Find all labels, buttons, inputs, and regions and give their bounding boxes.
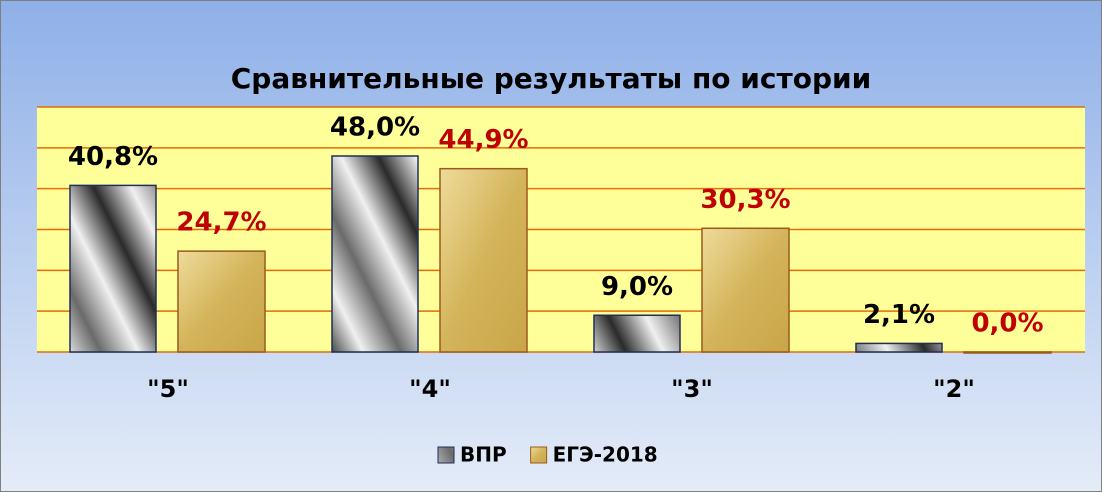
bar [963,351,1052,354]
legend-label: ВПР [460,443,507,467]
bar [439,167,528,353]
legend-label: ЕГЭ-2018 [553,443,658,467]
bar [331,155,419,353]
bar [69,184,157,353]
bar [177,250,266,353]
data-label: 30,3% [700,185,790,215]
chart-title: Сравнительные результаты по истории [231,62,872,95]
x-tick-label: "5" [147,375,189,403]
data-label: 48,0% [330,113,420,143]
legend-swatch [437,446,455,464]
bar [701,227,790,353]
legend-swatch [530,446,548,464]
data-label: 44,9% [438,125,528,155]
bar [593,314,681,353]
data-label: 40,8% [68,142,158,172]
x-tick-label: "4" [409,375,451,403]
data-label: 2,1% [863,300,935,330]
data-label: 0,0% [971,309,1043,339]
data-label: 24,7% [176,208,266,238]
data-label: 9,0% [601,272,673,302]
x-tick-label: "3" [671,375,713,403]
bar [855,342,943,353]
x-tick-label: "2" [933,375,975,403]
